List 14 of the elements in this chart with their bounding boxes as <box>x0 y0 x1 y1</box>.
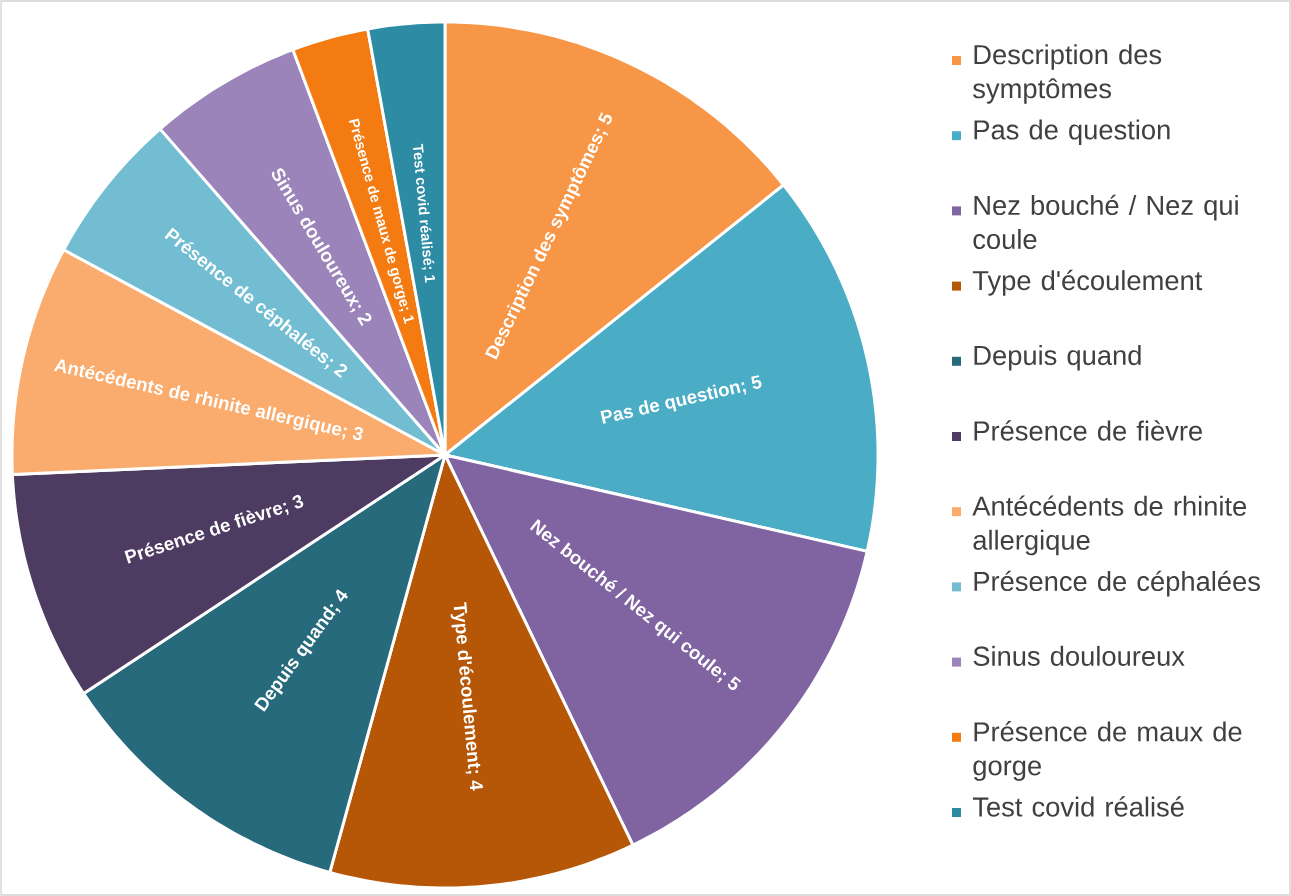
legend-label: Type d'écoulement <box>972 269 1203 296</box>
legend-label: Test covid réalisé <box>972 796 1184 817</box>
data-label: Type d'écoulement; 4 <box>450 602 483 791</box>
legend-label: Description des symptômes <box>973 44 1162 104</box>
legend-label: Présence de maux de gorge <box>973 721 1242 781</box>
legend-label: Antécédents de rhinite allergique <box>972 495 1247 556</box>
data-label: Test covid réalisé; 1 <box>413 143 436 283</box>
legend-label: Présence de fièvre <box>974 420 1202 441</box>
legend-label: Sinus douloureux <box>973 645 1185 666</box>
legend-label: Pas de question <box>974 119 1170 145</box>
legend-label: Nez bouché / Nez qui coule <box>973 194 1238 250</box>
data-label: Pas de question; 5 <box>600 375 762 424</box>
legend-label: Depuis quand <box>974 345 1141 371</box>
legend-label: Présence de céphalées <box>974 570 1260 597</box>
